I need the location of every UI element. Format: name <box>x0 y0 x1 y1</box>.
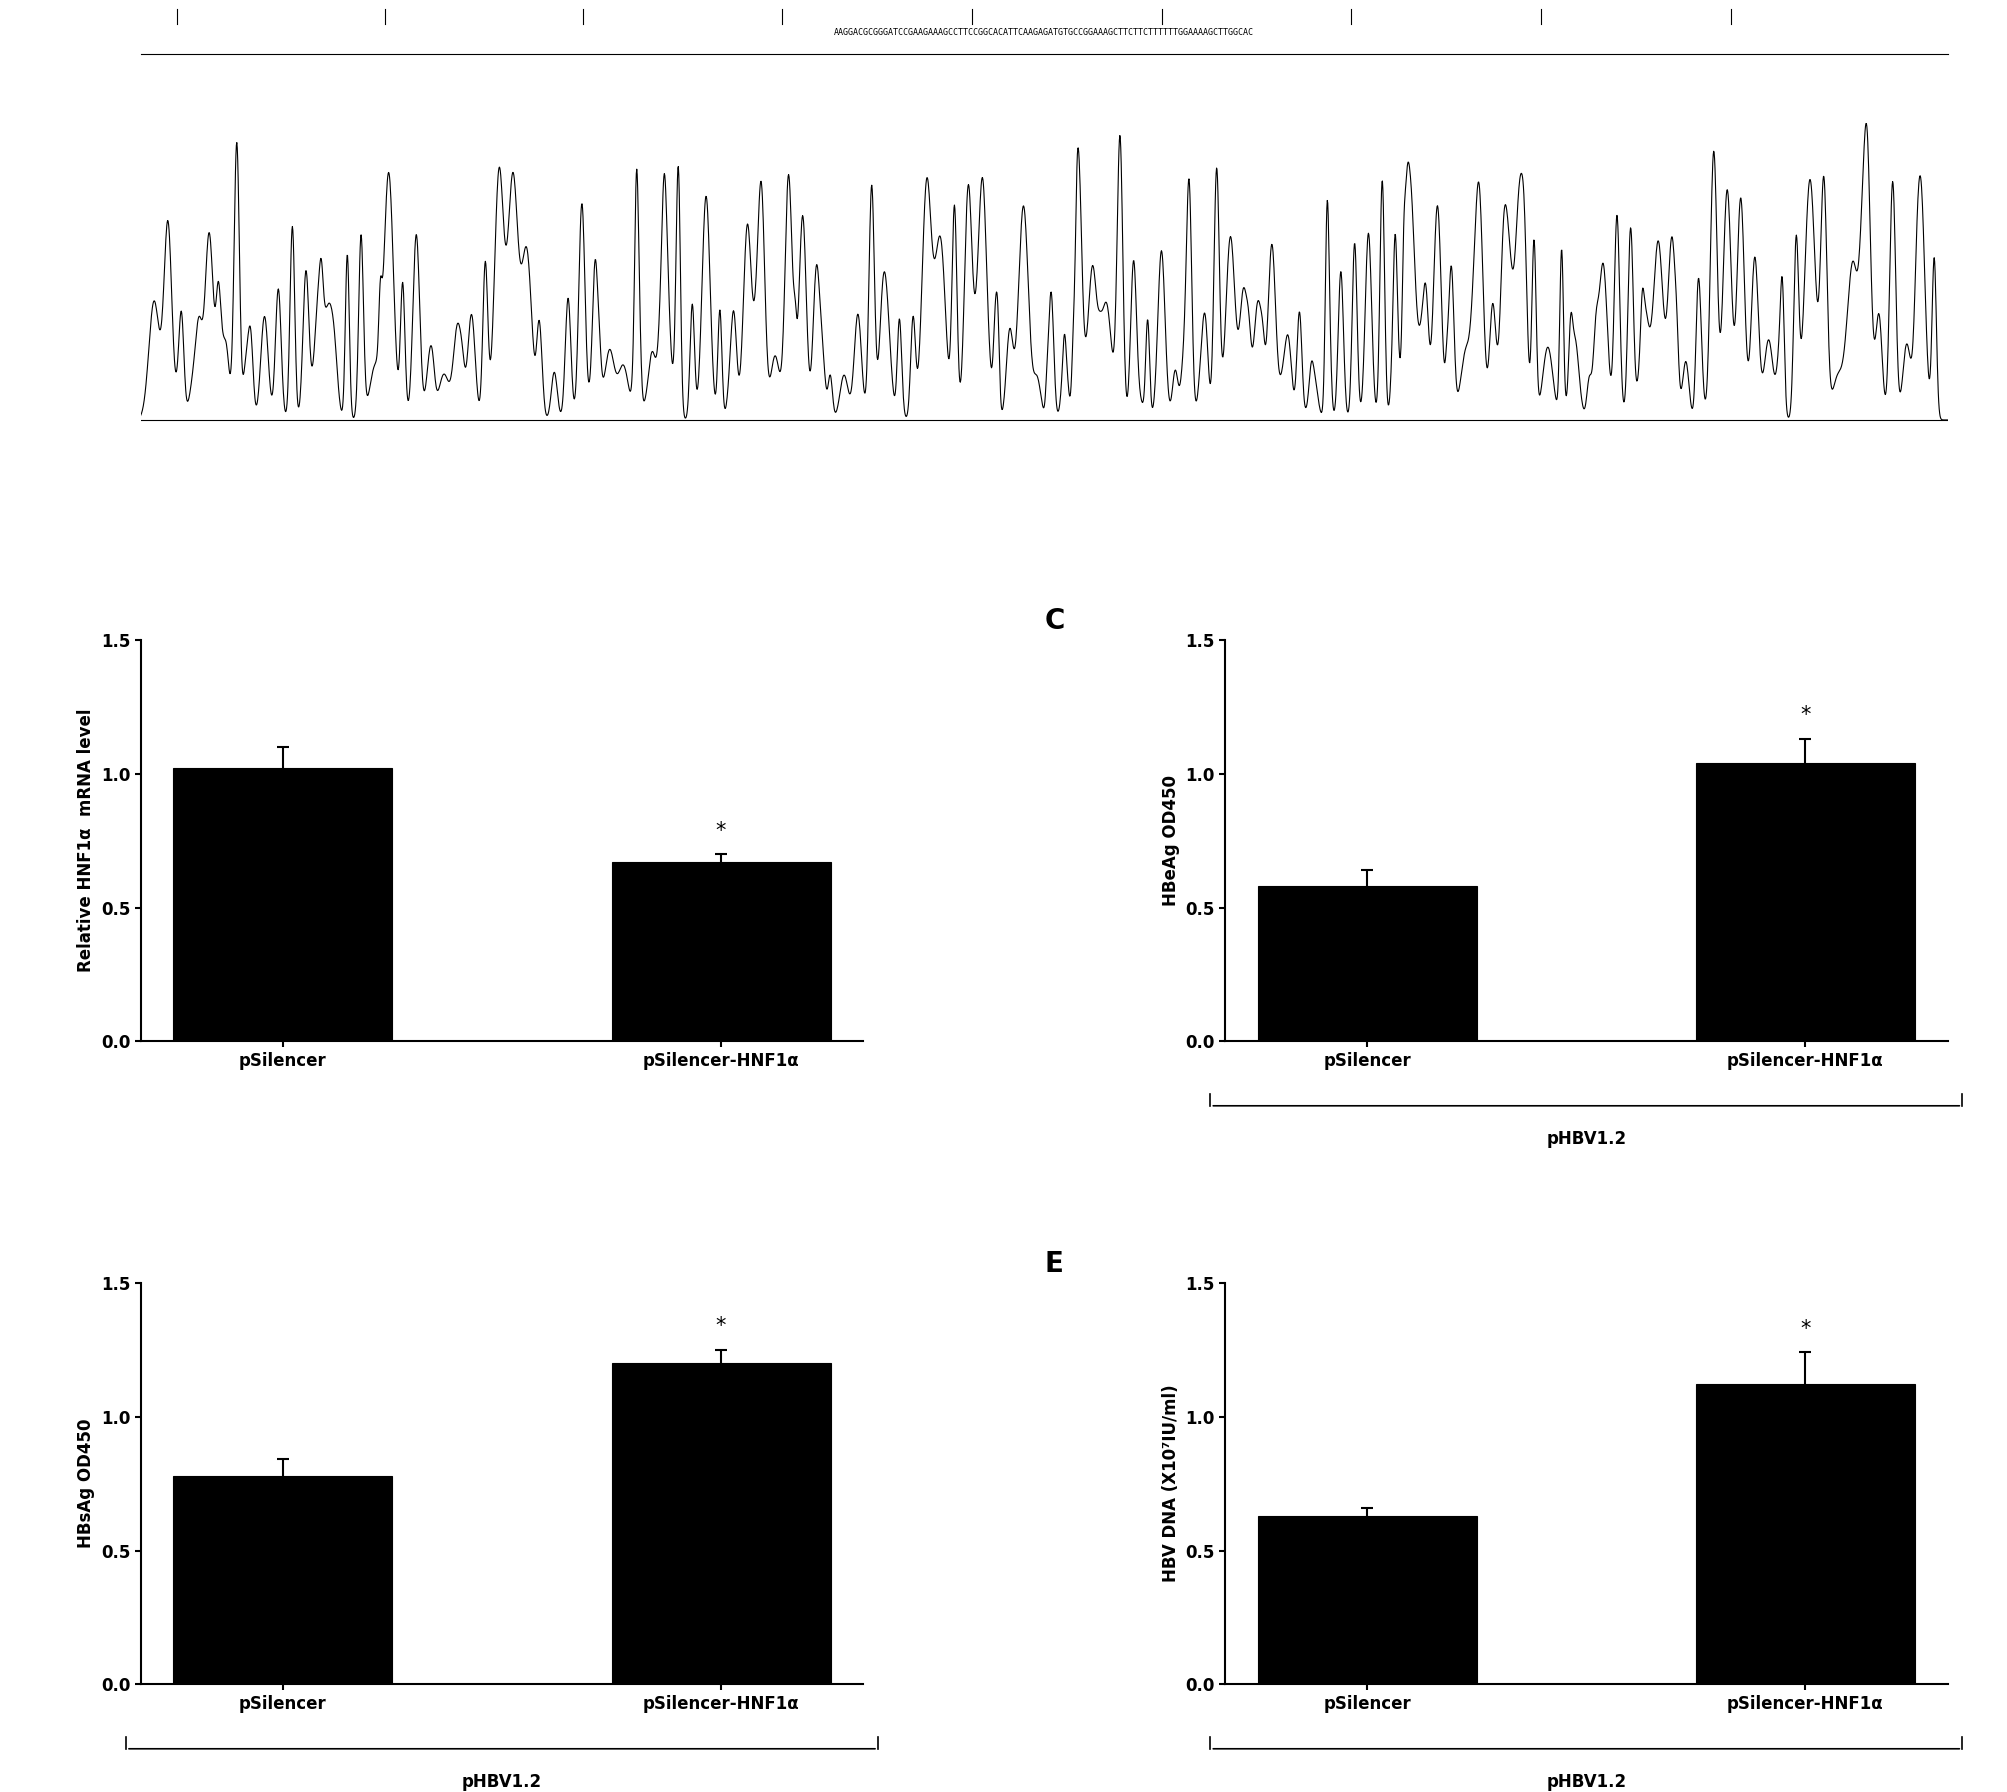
Bar <box>1696 1385 1915 1684</box>
Y-axis label: HBsAg OD450: HBsAg OD450 <box>76 1419 94 1548</box>
Bar <box>173 769 391 1041</box>
Bar <box>1696 763 1915 1041</box>
Y-axis label: Relative HNF1α  mRNA level: Relative HNF1α mRNA level <box>76 710 94 973</box>
Bar <box>173 1475 391 1684</box>
Y-axis label: HBeAg OD450: HBeAg OD450 <box>1160 776 1178 907</box>
Text: pHBV1.2: pHBV1.2 <box>462 1772 542 1790</box>
Bar <box>1256 1516 1475 1684</box>
Text: E: E <box>1044 1251 1062 1278</box>
Y-axis label: HBV DNA (X10⁷IU/ml): HBV DNA (X10⁷IU/ml) <box>1160 1385 1178 1582</box>
Text: pHBV1.2: pHBV1.2 <box>1545 1772 1626 1790</box>
Text: *: * <box>1800 706 1810 726</box>
Text: pHBV1.2: pHBV1.2 <box>1545 1131 1626 1149</box>
Bar <box>612 862 831 1041</box>
Text: *: * <box>716 1315 727 1337</box>
Bar <box>612 1364 831 1684</box>
Bar <box>1256 885 1475 1041</box>
Text: *: * <box>1800 1319 1810 1339</box>
Text: AAGGACGCGGGATCCGAAGAAAGCCTTCCGGCACATTCAAGAGATGTGCCGGAAAGCTTCTTCTTTTTTGGAAAAGCTTG: AAGGACGCGGGATCCGAAGAAAGCCTTCCGGCACATTCAA… <box>833 29 1254 38</box>
Text: *: * <box>716 821 727 840</box>
Text: C: C <box>1044 607 1064 636</box>
